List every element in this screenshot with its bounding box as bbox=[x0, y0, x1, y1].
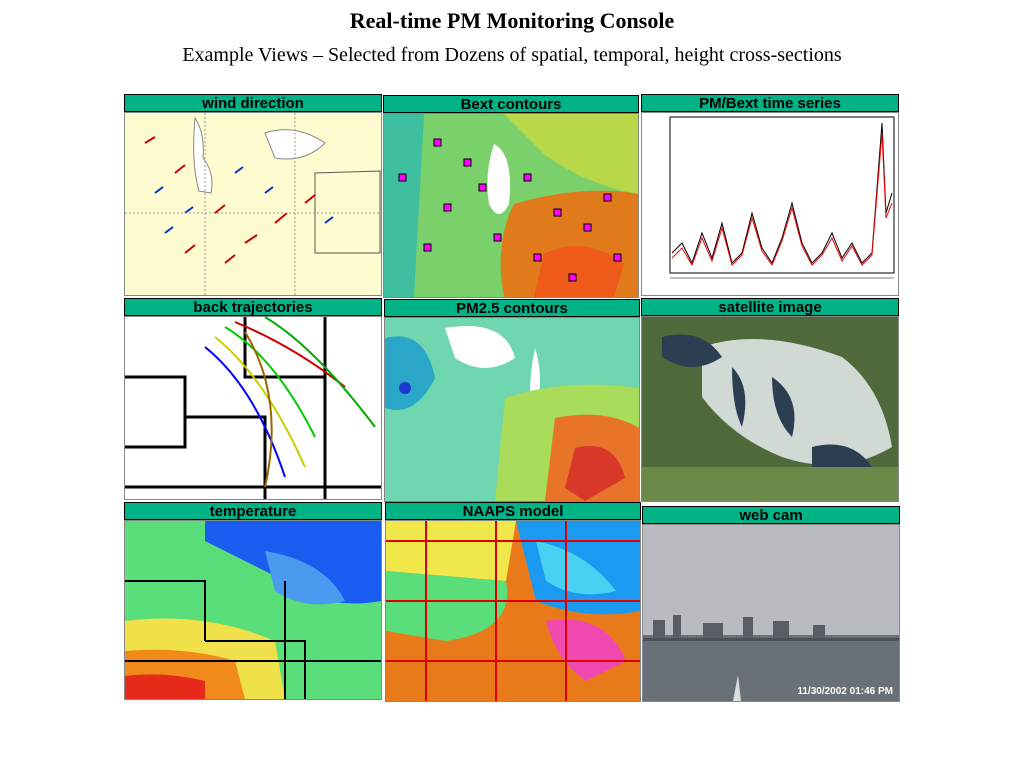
panel-label-satellite: satellite image bbox=[641, 298, 899, 316]
panel-label-time-series: PM/Bext time series bbox=[641, 94, 899, 112]
webcam-timestamp: 11/30/2002 01:46 PM bbox=[797, 686, 893, 697]
panel-label-temperature: temperature bbox=[124, 502, 382, 520]
back-trajectories-map[interactable] bbox=[124, 316, 382, 500]
page-subtitle: Example Views – Selected from Dozens of … bbox=[182, 44, 842, 66]
temperature-map[interactable] bbox=[124, 520, 382, 700]
bext-contours-map[interactable] bbox=[383, 113, 639, 298]
pm25-contours-map[interactable] bbox=[384, 317, 640, 502]
satellite-image[interactable] bbox=[641, 316, 899, 502]
panel-label-bext-contours: Bext contours bbox=[383, 95, 639, 113]
panel-label-naaps: NAAPS model bbox=[385, 502, 641, 520]
webcam-image[interactable]: 11/30/2002 01:46 PM bbox=[642, 524, 900, 702]
panel-label-back-trajectories: back trajectories bbox=[124, 298, 382, 316]
panel-label-pm25-contours: PM2.5 contours bbox=[384, 299, 640, 317]
page-title: Real-time PM Monitoring Console bbox=[349, 8, 675, 33]
panel-label-wind-direction: wind direction bbox=[124, 94, 382, 112]
panel-label-webcam: web cam bbox=[642, 506, 900, 524]
time-series-chart[interactable] bbox=[641, 112, 899, 296]
wind-direction-map[interactable] bbox=[124, 112, 382, 296]
naaps-model-map[interactable] bbox=[385, 520, 641, 702]
